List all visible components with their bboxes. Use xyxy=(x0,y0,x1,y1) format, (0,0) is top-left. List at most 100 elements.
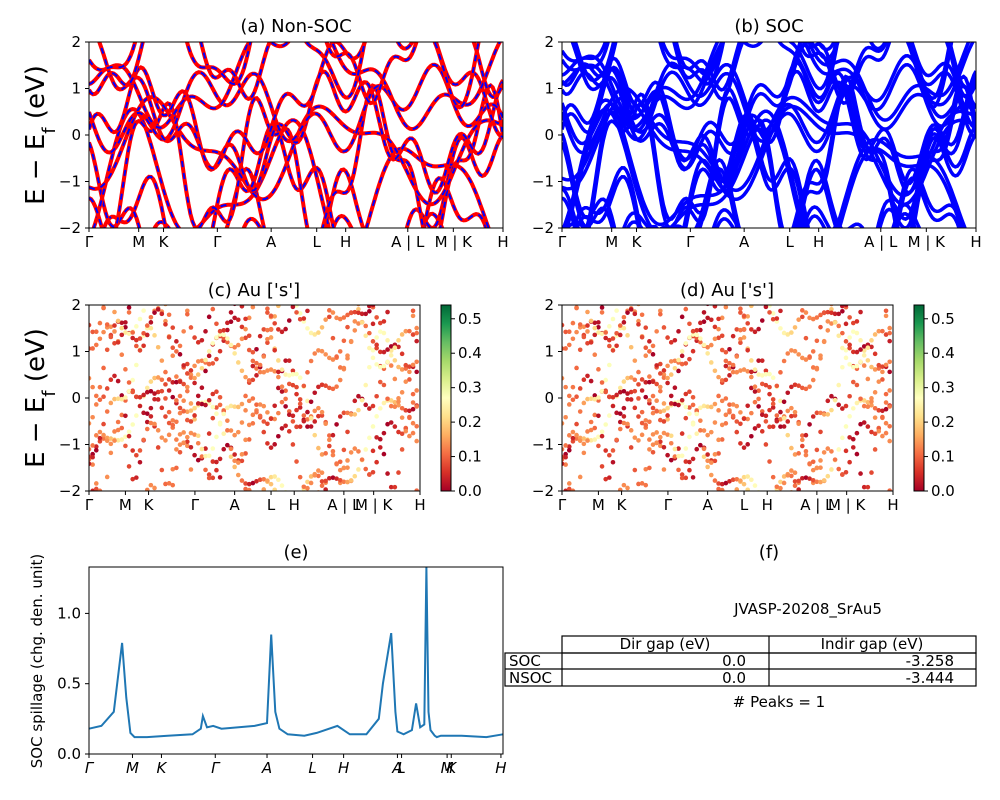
panel-c-point xyxy=(185,439,190,445)
panel-d-colorbar: 0.50.40.30.20.10.0 xyxy=(913,304,955,500)
panel-d-point xyxy=(734,487,740,491)
panel-d-point xyxy=(883,420,889,426)
panel-d-point xyxy=(752,483,758,488)
panel-d-point xyxy=(781,330,787,336)
panel-c-point xyxy=(93,393,99,399)
panel-d-point xyxy=(668,340,674,345)
panel-d-point xyxy=(832,457,838,462)
panel-d-point xyxy=(887,404,892,409)
table-caption: JVASP-20208_SrAu5 xyxy=(733,600,882,619)
panel-c-point xyxy=(261,403,267,409)
panel-d-point xyxy=(850,349,856,355)
panel-d-point xyxy=(763,371,769,377)
panel-d-point xyxy=(701,310,707,315)
panel-d-point xyxy=(694,335,700,341)
panel-d-point xyxy=(621,379,627,384)
panel-c-point xyxy=(225,320,230,326)
panel-c-point xyxy=(290,442,296,447)
panel-b-band xyxy=(625,212,918,228)
panel-c-point xyxy=(126,389,132,394)
panel-d-point xyxy=(577,322,583,327)
panel-d-point xyxy=(592,412,598,418)
panel-d-point xyxy=(668,440,674,446)
panel-d-point xyxy=(643,353,649,359)
panel-d-point xyxy=(785,473,791,478)
panel-d-point xyxy=(847,414,852,419)
panel-d-point xyxy=(785,390,791,396)
panel-c-point xyxy=(319,470,325,476)
panel-d-point xyxy=(574,329,579,335)
table-row1-label: SOC xyxy=(509,652,541,670)
panel-d-point xyxy=(647,419,652,425)
panel-c-point xyxy=(341,479,347,485)
panel-c-point xyxy=(370,321,376,327)
peaks-label: # Peaks = 1 xyxy=(733,693,825,711)
panel-d-point xyxy=(723,421,729,426)
panel-c-point xyxy=(97,429,103,435)
panel-d-point xyxy=(759,318,765,323)
panel-d-point xyxy=(814,465,820,471)
panel-c-point xyxy=(181,381,186,387)
panel-d-point xyxy=(712,458,718,464)
panel-c-point xyxy=(316,330,321,335)
panel-c-point xyxy=(112,323,117,328)
panel-d-point xyxy=(603,335,608,341)
panel-c-point xyxy=(174,339,179,344)
panel-d-point xyxy=(599,429,605,435)
panel-d-point xyxy=(639,312,645,318)
panel-c-point xyxy=(148,414,154,419)
panel-c-point xyxy=(407,433,412,439)
panel-c-colorbar-label: 0.5 xyxy=(458,310,482,328)
panel-d-point xyxy=(690,328,696,334)
panel-c-point xyxy=(356,407,361,413)
panel-c-point xyxy=(246,481,252,487)
panel-d-point xyxy=(796,383,801,389)
panel-d-point xyxy=(730,402,736,407)
panel-d-point xyxy=(763,368,769,374)
panel-c-point xyxy=(243,437,248,443)
panel-d-point xyxy=(570,429,576,435)
panel-c-point xyxy=(407,328,412,334)
panel-a-ytick-label: −2 xyxy=(59,219,81,237)
panel-c-point xyxy=(119,332,125,338)
panel-d-point xyxy=(683,391,689,397)
panel-c-point xyxy=(159,377,165,383)
panel-d-point xyxy=(730,413,736,419)
panel-c-point xyxy=(126,429,132,435)
panel-d-point xyxy=(792,348,798,354)
panel-d-point xyxy=(647,339,652,344)
panel-c-xtick-label: A xyxy=(230,496,241,514)
panel-d-point xyxy=(840,435,845,441)
panel-d-point xyxy=(719,315,725,321)
panel-c-point xyxy=(188,401,194,406)
panel-c-point xyxy=(276,358,281,363)
panel-d-point xyxy=(872,405,878,411)
panel-d-point xyxy=(719,347,725,353)
panel-a-band-red xyxy=(101,166,489,228)
panel-c-point xyxy=(283,423,288,429)
panel-d-point xyxy=(763,382,769,388)
panel-d-point xyxy=(698,405,703,411)
panel-b-xtick-label: K xyxy=(632,233,643,251)
panel-d-colorbar-label: 0.4 xyxy=(931,344,955,362)
panel-d-point xyxy=(789,405,794,411)
panel-c-point xyxy=(261,354,267,359)
panel-d-point xyxy=(570,488,576,491)
panel-d-point xyxy=(825,398,831,404)
panel-d-point xyxy=(690,456,696,462)
panel-e-ytick-label: 1.0 xyxy=(57,604,81,622)
panel-c-point xyxy=(265,368,270,373)
panel-c-point xyxy=(301,316,307,321)
panel-d-point xyxy=(582,300,587,305)
panel-d-point xyxy=(850,320,856,326)
panel-e-xtick-label: H xyxy=(338,759,349,777)
panel-c-point xyxy=(345,479,350,485)
panel-d-point xyxy=(840,472,845,477)
panel-d-point xyxy=(617,426,623,432)
panel-d-point xyxy=(607,324,612,329)
panel-c-point xyxy=(170,466,176,472)
panel-d-point xyxy=(614,437,619,443)
panel-d-point xyxy=(592,325,598,331)
panel-c-point xyxy=(265,310,270,315)
panel-d-point xyxy=(668,372,674,377)
